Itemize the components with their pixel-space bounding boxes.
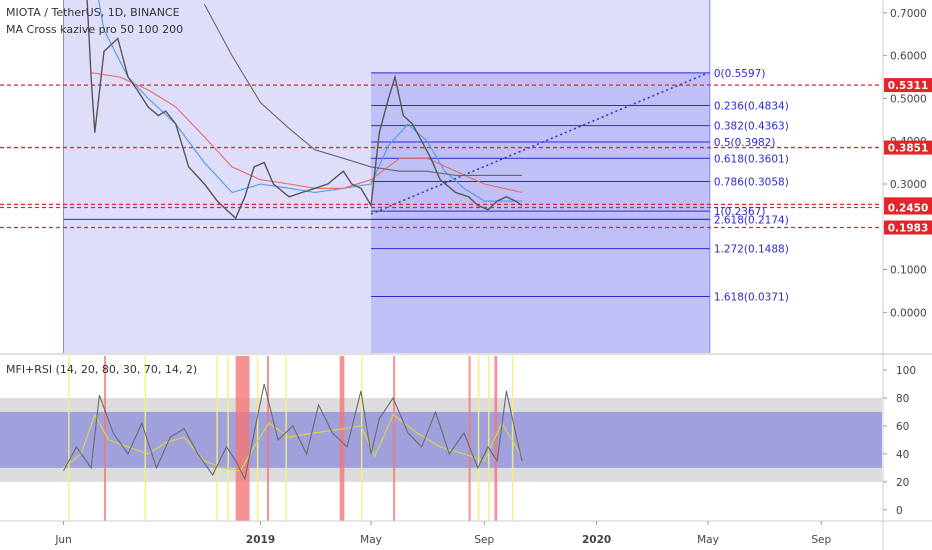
date-tick-label-0: Jun (54, 534, 71, 546)
mfi-plot (0, 356, 882, 521)
mfi-tick-label-5: 0 (896, 505, 903, 517)
moving-average-1 (98, 0, 522, 202)
fib-label-6: 1(0.2367) (714, 206, 766, 218)
fib-label-9: 1.618(0.0371) (714, 291, 789, 303)
mfi-tick-label-3: 40 (896, 449, 909, 461)
fib-label-8: 1.272(0.1488) (714, 244, 789, 256)
price-plot (0, 0, 882, 353)
mfi-red-highlight-2 (266, 356, 269, 521)
date-tick-label-6: Sep (811, 534, 831, 546)
moving-average-3 (203, 4, 522, 176)
mfi-tick-label-1: 80 (896, 393, 909, 405)
mfi-yellow-highlight-5 (285, 356, 287, 521)
price-tick-label-1: 0.6000 (890, 51, 927, 63)
date-tick-label-5: May (697, 534, 719, 546)
price-badge-label-4: 0.1983 (888, 223, 929, 235)
mfi-yellow-highlight-3 (227, 356, 229, 521)
price-badge-label-3: 0.2450 (888, 203, 929, 215)
symbol-legend[interactable]: MIOTA / TetherUS, 1D, BINANCE (6, 6, 180, 19)
date-tick-label-2: May (360, 534, 382, 546)
mfi-tick-label-0: 100 (896, 365, 916, 377)
price-tick-label-6: 0.1000 (890, 265, 927, 277)
price-badge-label-1: 0.3851 (888, 143, 929, 155)
mfi-yellow-highlight-4 (256, 356, 259, 521)
moving-average-2 (91, 72, 523, 194)
mfi-red-highlight-3 (339, 356, 345, 521)
price-badge-0 (884, 78, 932, 93)
mfi-line (63, 383, 523, 481)
mfi-red-highlight-1 (235, 356, 250, 521)
mfi-yellow-highlight-0 (68, 356, 70, 521)
price-tick-label-2: 0.5000 (890, 93, 927, 105)
mfi-yellow-highlight-7 (477, 356, 480, 521)
highlight-region (63, 0, 710, 353)
mfi-red-highlight-5 (468, 356, 471, 521)
fib-region (371, 72, 710, 353)
mfi-yellow-highlight-9 (511, 356, 514, 521)
price-tick-label-0: 0.7000 (890, 8, 927, 20)
fib-label-0: 0(0.5597) (714, 68, 766, 80)
price-badge-4 (884, 220, 932, 235)
fib-label-1: 0.236(0.4834) (714, 101, 789, 113)
date-tick-label-1: 2019 (246, 534, 275, 546)
rsi-line (63, 413, 523, 472)
mfi-tick-label-4: 20 (896, 477, 909, 489)
date-tick-label-3: Sep (474, 534, 494, 546)
price-line (86, 0, 523, 220)
price-badge-label-0: 0.5311 (888, 80, 929, 92)
price-tick-label-4: 0.3000 (890, 179, 927, 191)
fib-label-4: 0.618(0.3601) (714, 153, 789, 165)
mfi-yellow-highlight-8 (487, 356, 490, 521)
fib-label-3: 0.5(0.3982) (714, 137, 776, 149)
mfi-yellow-highlight-1 (144, 356, 147, 521)
fib-label-2: 0.382(0.4363) (714, 121, 789, 133)
price-badge-3 (884, 200, 932, 215)
mfi-red-highlight-0 (104, 356, 107, 521)
mfi-inner-band (0, 411, 882, 468)
mfi-red-highlight-6 (494, 356, 498, 521)
mfi-rsi-legend[interactable]: MFI+RSI (14, 20, 80, 30, 70, 14, 2) (6, 363, 198, 376)
mfi-tick-label-2: 60 (896, 421, 909, 433)
mfi-yellow-highlight-2 (216, 356, 218, 521)
price-tick-label-7: 0.0000 (890, 307, 927, 319)
fib-label-7: 2.618(0.2174) (714, 214, 789, 226)
date-tick-label-4: 2020 (582, 534, 611, 546)
fib-label-5: 0.786(0.3058) (714, 177, 789, 189)
fib-trend-line (370, 72, 709, 215)
price-badge-1 (884, 140, 932, 155)
mfi-red-highlight-4 (393, 356, 396, 521)
mfi-yellow-highlight-6 (360, 356, 363, 521)
indicator-legend[interactable]: MA Cross kazive pro 50 100 200 (6, 23, 184, 36)
